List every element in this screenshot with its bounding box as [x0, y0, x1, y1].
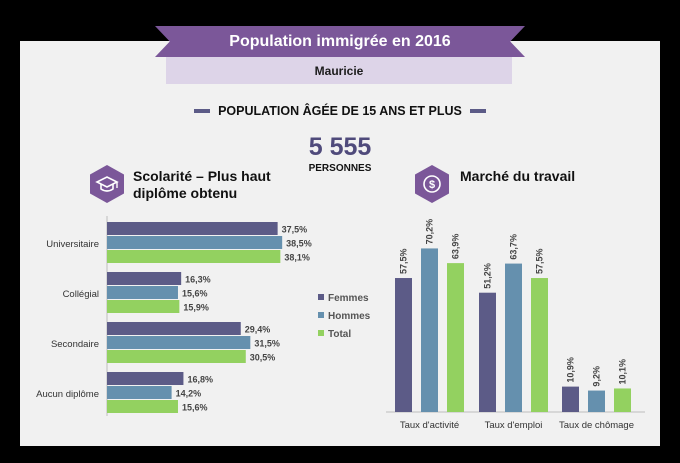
- legend-label-total: Total: [328, 329, 351, 340]
- data-label-secondaire-hommes: 31,5%: [254, 339, 280, 349]
- bar-aucun-diplome-femmes: [107, 372, 184, 385]
- data-label-aucun-diplome-hommes: 14,2%: [176, 389, 202, 399]
- total-population: 5 555: [308, 133, 372, 161]
- bar-universitaire-hommes: [107, 236, 283, 249]
- bar-taux-de-chomage-hommes: [588, 390, 605, 412]
- dollar-coin-glyph: $: [423, 175, 441, 193]
- data-label-taux-d-emploi-total: 57,5%: [535, 248, 545, 274]
- education-title-line1: Scolarité – Plus haut: [133, 168, 271, 184]
- category-label-universitaire: Universitaire: [46, 239, 99, 250]
- data-label-collegial-femmes: 16,3%: [185, 275, 211, 285]
- data-label-taux-d-emploi-femmes: 51,2%: [483, 263, 493, 289]
- data-label-taux-de-chomage-total: 10,1%: [618, 359, 628, 385]
- region-name: Mauricie: [166, 57, 512, 84]
- data-label-taux-de-chomage-hommes: 9,2%: [592, 366, 602, 387]
- bar-universitaire-femmes: [107, 222, 278, 235]
- legend-swatch-femmes: [318, 294, 324, 300]
- data-label-aucun-diplome-femmes: 16,8%: [187, 375, 213, 385]
- data-label-taux-d-activite-hommes: 70,2%: [425, 219, 435, 245]
- page-title: Population immigrée en 2016: [155, 26, 525, 57]
- bar-secondaire-total: [107, 350, 246, 363]
- heading-dash-right: [469, 109, 486, 113]
- category-label-taux-d-activite: Taux d'activité: [400, 420, 459, 431]
- bar-taux-d-emploi-total: [531, 278, 548, 412]
- svg-text:$: $: [429, 179, 435, 191]
- bar-collegial-total: [107, 300, 180, 313]
- graduation-cap-glyph: [95, 176, 119, 192]
- category-label-taux-d-emploi: Taux d'emploi: [485, 420, 543, 431]
- data-label-taux-d-activite-total: 63,9%: [451, 234, 461, 260]
- education-section-title: Scolarité – Plus haut diplôme obtenu: [133, 168, 271, 202]
- bar-taux-de-chomage-total: [614, 388, 631, 412]
- bar-universitaire-total: [107, 250, 281, 263]
- data-label-taux-d-activite-femmes: 57,5%: [399, 248, 409, 274]
- legend-swatch-total: [318, 330, 324, 336]
- bar-aucun-diplome-hommes: [107, 386, 172, 399]
- education-title-line2: diplôme obtenu: [133, 185, 238, 201]
- legend-label-hommes: Hommes: [328, 311, 371, 322]
- legend-swatch-hommes: [318, 312, 324, 318]
- data-label-taux-de-chomage-femmes: 10,9%: [566, 357, 576, 383]
- heading-dash-left: [194, 109, 211, 113]
- data-label-collegial-hommes: 15,6%: [182, 289, 208, 299]
- bar-taux-d-emploi-hommes: [505, 263, 522, 412]
- data-label-universitaire-total: 38,1%: [284, 253, 310, 263]
- bar-taux-d-emploi-femmes: [479, 292, 496, 412]
- data-label-secondaire-femmes: 29,4%: [245, 325, 271, 335]
- bar-collegial-hommes: [107, 286, 178, 299]
- data-label-taux-d-emploi-hommes: 63,7%: [509, 234, 519, 260]
- bar-aucun-diplome-total: [107, 400, 178, 413]
- data-label-universitaire-femmes: 37,5%: [282, 225, 308, 235]
- age-heading-text: POPULATION ÂGÉE DE 15 ANS ET PLUS: [218, 104, 462, 118]
- bar-taux-de-chomage-femmes: [562, 386, 579, 412]
- bar-secondaire-femmes: [107, 322, 241, 335]
- bar-taux-d-activite-femmes: [395, 278, 412, 412]
- category-label-taux-de-chomage: Taux de chômage: [559, 420, 634, 431]
- category-label-collegial: Collégial: [63, 289, 99, 300]
- bar-taux-d-activite-total: [447, 263, 464, 412]
- data-label-universitaire-hommes: 38,5%: [286, 239, 312, 249]
- total-population-label: PERSONNES: [308, 163, 372, 174]
- bar-taux-d-activite-hommes: [421, 248, 438, 412]
- data-label-aucun-diplome-total: 15,6%: [182, 403, 208, 413]
- category-label-aucun-diplome: Aucun diplôme: [36, 389, 99, 400]
- legend-label-femmes: Femmes: [328, 293, 369, 304]
- data-label-secondaire-total: 30,5%: [250, 353, 276, 363]
- labour-section-title: Marché du travail: [460, 168, 576, 184]
- data-label-collegial-total: 15,9%: [183, 303, 209, 313]
- age-heading: POPULATION ÂGÉE DE 15 ANS ET PLUS: [180, 102, 500, 120]
- bar-collegial-femmes: [107, 272, 182, 285]
- bar-secondaire-hommes: [107, 336, 251, 349]
- category-label-secondaire: Secondaire: [51, 339, 99, 350]
